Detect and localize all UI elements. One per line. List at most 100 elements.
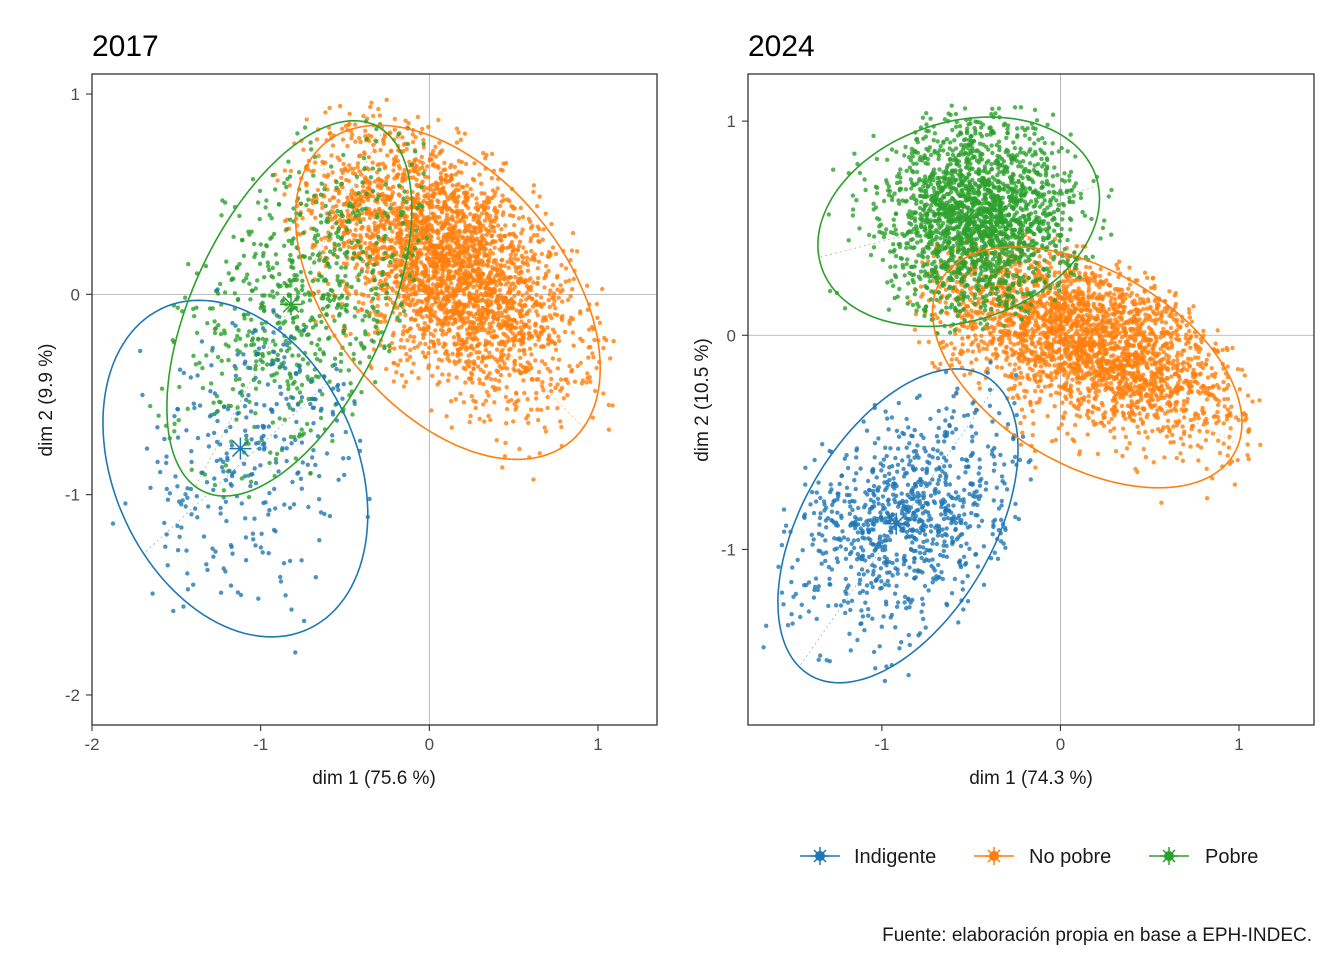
data-point [356,239,361,244]
data-point [269,216,274,221]
data-point [370,160,375,165]
panel-2024: 2024 dim 1 (74.3 %) dim 2 (10.5 %) -1 0 1-… [692,30,1315,789]
data-point [522,348,527,353]
data-point [571,276,576,282]
data-point [1209,366,1214,371]
data-point [558,419,563,424]
data-point [545,366,550,371]
data-point [251,537,256,542]
data-point [383,250,388,255]
data-point [297,364,302,369]
data-point [445,322,451,327]
data-point [537,194,542,199]
data-point [164,454,169,459]
data-point [206,504,211,509]
data-point [197,403,203,408]
data-point [334,221,339,226]
data-point [353,289,358,294]
data-point [484,389,490,395]
data-point [459,338,464,343]
data-point [418,210,423,215]
data-point [403,118,408,123]
data-point [586,327,592,332]
data-point [371,113,376,119]
data-point [317,313,322,319]
confidence-ellipse [294,124,602,461]
data-point [489,176,494,181]
data-point [559,317,565,323]
data-point [1108,428,1113,434]
data-point [433,144,438,149]
data-point [474,283,479,288]
data-point [477,229,482,234]
data-point [1078,390,1083,396]
data-point [494,210,499,215]
data-point [420,327,425,332]
data-point [237,390,243,395]
data-point [252,254,257,260]
data-point [1141,306,1146,312]
data-point [376,106,381,112]
data-point [301,231,306,236]
data-point [341,381,346,387]
data-point [316,497,322,502]
data-point [916,340,922,345]
data-point [254,351,260,357]
data-point [562,329,568,335]
data-point [546,268,551,274]
data-point [309,169,314,174]
data-point [486,259,491,264]
data-point [409,162,415,167]
data-point [1008,340,1013,345]
data-point [339,265,344,270]
data-point [289,441,294,446]
data-point [542,362,548,367]
data-point [384,366,389,372]
data-point [308,318,313,323]
data-point [529,352,534,357]
data-point [304,183,309,188]
data-point [367,246,372,251]
data-point [470,230,475,235]
data-point [241,352,246,357]
data-point [248,409,254,414]
data-point [443,177,448,183]
data-point [308,471,313,476]
data-point [505,299,511,304]
data-point [499,366,504,371]
data-point [421,137,426,143]
data-point [456,130,461,135]
data-point [437,215,442,220]
data-point [214,458,219,464]
data-point [454,183,459,188]
data-point [549,315,554,321]
data-point [456,194,461,199]
data-point [211,487,216,493]
data-point [400,246,405,251]
data-point [351,351,356,357]
data-point [534,390,539,396]
data-point [159,386,165,391]
data-point [373,291,378,297]
data-point [351,190,357,195]
data-point [550,282,556,288]
data-point [365,277,370,282]
data-point [282,192,287,197]
data-point [556,295,561,300]
data-point [531,183,537,188]
data-point [392,266,398,271]
data-point [277,416,282,421]
data-point [392,127,397,132]
data-point [398,345,403,350]
data-point [297,390,303,395]
data-point [357,216,362,221]
data-point [387,194,393,200]
y-axis-title: dim 2 (9.9 %) [36,344,57,457]
data-point [587,375,592,380]
data-point [243,535,249,540]
data-point [451,335,457,340]
data-point [1250,399,1255,404]
data-point [535,233,540,238]
data-point [286,159,291,164]
y-tick-label: 1 [71,85,80,104]
